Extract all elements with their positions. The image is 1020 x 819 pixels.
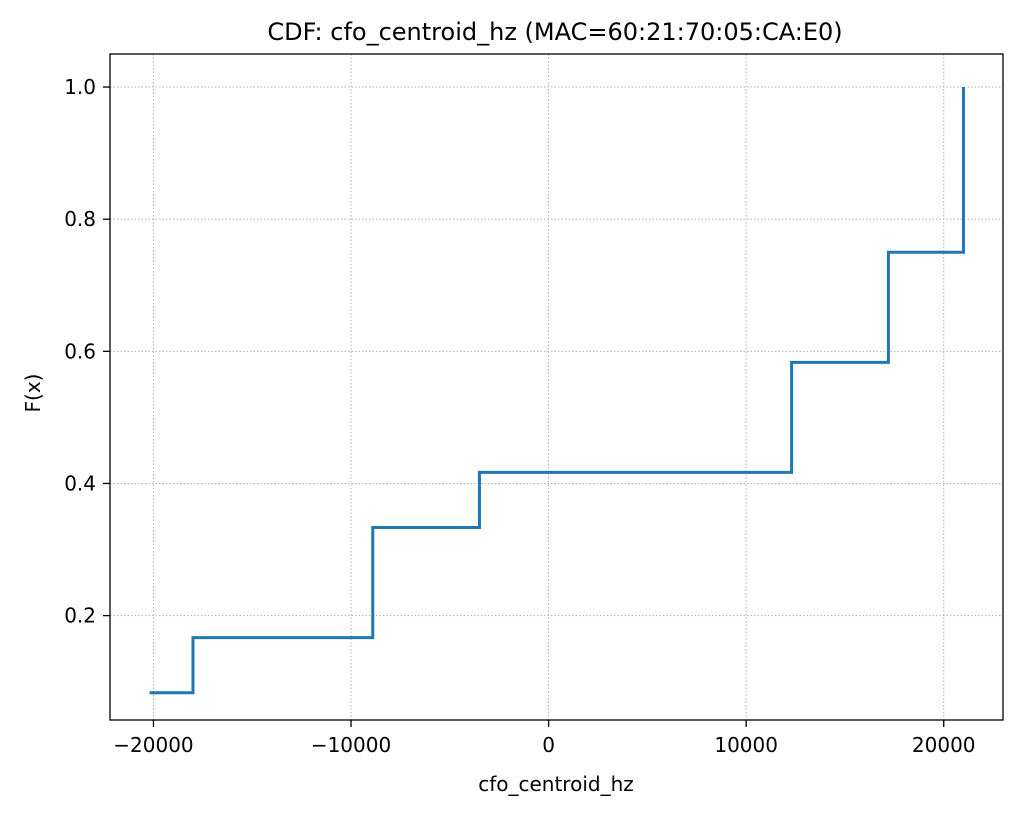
chart-title: CDF: cfo_centroid_hz (MAC=60:21:70:05:CA… bbox=[267, 18, 842, 46]
x-tick-label: 20000 bbox=[912, 733, 976, 757]
y-tick-label: 0.6 bbox=[64, 339, 96, 363]
y-tick-label: 1.0 bbox=[64, 75, 96, 99]
y-tick-label: 0.8 bbox=[64, 207, 96, 231]
y-axis-title: F(x) bbox=[21, 374, 45, 413]
plot-lines bbox=[149, 87, 965, 695]
x-tick-label: 0 bbox=[542, 733, 555, 757]
y-tick-label: 0.4 bbox=[64, 471, 96, 495]
x-tick-label: −10000 bbox=[311, 733, 391, 757]
cdf-step-line bbox=[149, 87, 965, 695]
ticks: −20000 −10000 0 10000 20000 0.2 0.4 0.6 0.8 1.0 bbox=[64, 75, 975, 757]
grid bbox=[110, 54, 1003, 720]
y-tick-label: 0.2 bbox=[64, 604, 96, 628]
x-tick-label: 10000 bbox=[714, 733, 778, 757]
x-axis-title: cfo_centroid_hz bbox=[478, 772, 634, 796]
axes bbox=[109, 53, 1004, 721]
plot-frame bbox=[109, 53, 1004, 721]
x-tick-label: −20000 bbox=[113, 733, 193, 757]
